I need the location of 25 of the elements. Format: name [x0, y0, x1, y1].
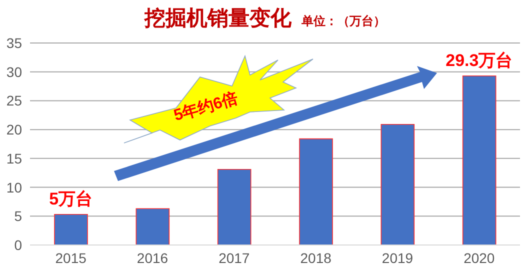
bar — [299, 138, 333, 245]
x-tick-label: 2019 — [382, 250, 414, 266]
chart-title: 挖掘机销量变化 — [144, 6, 292, 32]
y-tick-label: 0 — [14, 236, 22, 253]
y-tick-label: 10 — [6, 179, 22, 196]
x-tick-label: 2016 — [136, 250, 168, 266]
bar — [136, 208, 170, 245]
annotation: 29.3万台 — [446, 50, 513, 70]
y-tick-label: 25 — [6, 92, 22, 109]
bar — [462, 75, 496, 245]
bar — [217, 168, 252, 245]
y-tick-label: 5 — [14, 208, 22, 224]
bar — [54, 214, 88, 245]
annotation: 5万台 — [49, 189, 93, 208]
y-tick-label: 20 — [6, 122, 22, 138]
x-tick-label: 2020 — [464, 250, 495, 266]
bar — [380, 124, 415, 245]
annotation: 5年约6倍 — [172, 89, 240, 125]
chart-subtitle: 单位：（万台） — [302, 13, 386, 30]
x-tick-label: 2018 — [300, 250, 332, 266]
x-tick-label: 2017 — [218, 250, 250, 266]
y-tick-label: 35 — [6, 34, 22, 51]
y-tick-label: 30 — [6, 64, 22, 80]
y-tick-label: 15 — [6, 150, 22, 166]
x-tick-label: 2015 — [55, 250, 87, 266]
